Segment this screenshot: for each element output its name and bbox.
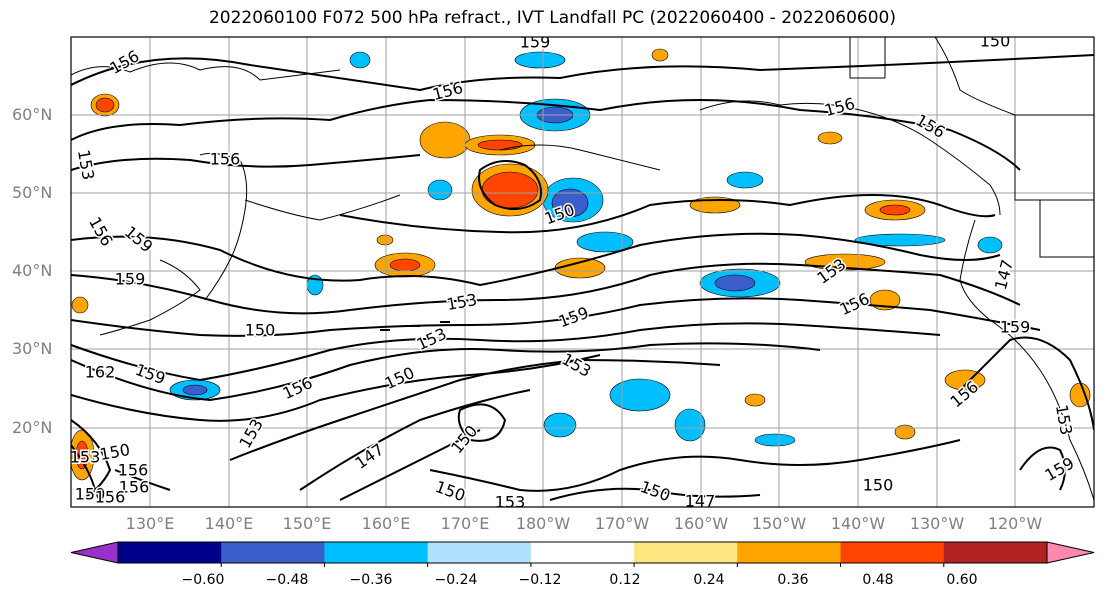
contour-label: 153 [1052, 403, 1076, 436]
colorbar-segment [943, 542, 1048, 563]
lon-label: 150°E [282, 514, 332, 533]
contour-label: 150 [980, 32, 1011, 51]
lat-label: 30°N [12, 339, 53, 358]
contour-label: 159 [520, 33, 551, 52]
anomaly-negative [543, 412, 577, 438]
contour-label: 156 [95, 488, 126, 507]
anomaly-negative [349, 51, 371, 69]
lon-label: 140°E [204, 514, 254, 533]
map-frame [70, 36, 1095, 508]
anomaly-positive [71, 296, 89, 314]
contour-label: 156 [210, 150, 241, 169]
lat-label: 20°N [12, 418, 53, 437]
contour-label: 162 [85, 363, 116, 382]
lon-label: 140°W [830, 514, 886, 533]
colorbar-tick-label: −0.48 [265, 572, 309, 588]
anomaly-positive [817, 131, 843, 145]
anomaly-positive [389, 258, 421, 272]
colorbar-segment [840, 542, 945, 563]
colorbar-tick-label: −0.36 [349, 572, 393, 588]
anomaly-positive [95, 97, 115, 113]
lon-label: 170°W [594, 514, 650, 533]
lon-label: 150°W [751, 514, 807, 533]
lat-label: 50°N [12, 183, 53, 202]
colorbar [70, 541, 1095, 567]
contour-label: 159 [115, 270, 146, 289]
anomaly-negative [609, 378, 671, 412]
lon-label: 160°W [673, 514, 729, 533]
anomaly-negative [576, 231, 634, 253]
lon-label: 130°W [909, 514, 965, 533]
anomaly-positive [376, 234, 394, 246]
lat-label: 60°N [12, 105, 53, 124]
height-contours [71, 54, 1094, 501]
colorbar-segment [530, 542, 635, 563]
contour-label: 150 [863, 476, 894, 495]
contour-label: 150 [245, 321, 276, 340]
anomaly-negative [754, 433, 796, 447]
anomaly-negative [854, 233, 946, 247]
anomaly-negative [551, 188, 589, 218]
anomaly-positive [879, 204, 911, 216]
contour-label: 159 [1000, 318, 1031, 337]
colorbar-segment [324, 542, 429, 563]
anomaly-negative [427, 179, 453, 201]
contour-label: 153 [70, 448, 101, 467]
lon-label: 170°E [440, 514, 490, 533]
anomaly-positive [744, 393, 766, 407]
colorbar-frame [117, 541, 1048, 564]
colorbar-tick-label: 0.12 [609, 572, 641, 588]
contour-label: 156 [118, 461, 149, 480]
anomaly-negative [977, 236, 1003, 254]
anomaly-negative [674, 408, 706, 442]
colorbar-segment [737, 542, 842, 563]
contour-label: 153 [495, 493, 526, 512]
colorbar-segment [634, 542, 738, 563]
colorbar-tick-label: 0.48 [862, 572, 894, 588]
contour-label: 156 [119, 478, 150, 497]
colorbar-extend-high [1046, 541, 1095, 564]
anomaly-negative [514, 51, 566, 69]
colorbar-tick-label: −0.60 [181, 572, 225, 588]
anomaly-positive [419, 121, 471, 159]
anomaly-positive [554, 257, 606, 279]
colorbar-segment [221, 542, 325, 563]
anomaly-positive [481, 171, 539, 209]
anomaly-negative [182, 384, 208, 396]
graticule [71, 37, 1094, 507]
colorbar-extend-low [70, 541, 119, 564]
contour-label: 150 [75, 485, 106, 504]
colorbar-tick-label: 0.36 [777, 572, 809, 588]
lon-label: 120°W [987, 514, 1043, 533]
anomaly-positive [477, 139, 523, 151]
lon-label: 130°E [125, 514, 175, 533]
anomaly-negative [714, 274, 756, 292]
colorbar-tick-label: −0.12 [518, 572, 562, 588]
colorbar-segment [118, 542, 222, 563]
anomaly-negative [726, 171, 764, 189]
map-title: 2022060100 F072 500 hPa refract., IVT La… [208, 8, 896, 28]
colorbar-tick-label: 0.24 [693, 572, 725, 588]
colorbar-tick-label: 0.60 [946, 572, 978, 588]
lon-label: 160°E [361, 514, 411, 533]
lon-label: 180°W [515, 514, 571, 533]
anomaly-positive [651, 48, 669, 62]
lat-label: 40°N [12, 261, 53, 280]
contour-label: 150 [98, 440, 131, 464]
colorbar-tick-label: −0.24 [434, 572, 478, 588]
anomaly-positive [75, 440, 89, 470]
anomaly-positive [894, 424, 916, 440]
colorbar-segment [427, 542, 532, 563]
shaded-anomalies [71, 48, 1091, 481]
contour-label: 147 [685, 492, 716, 511]
